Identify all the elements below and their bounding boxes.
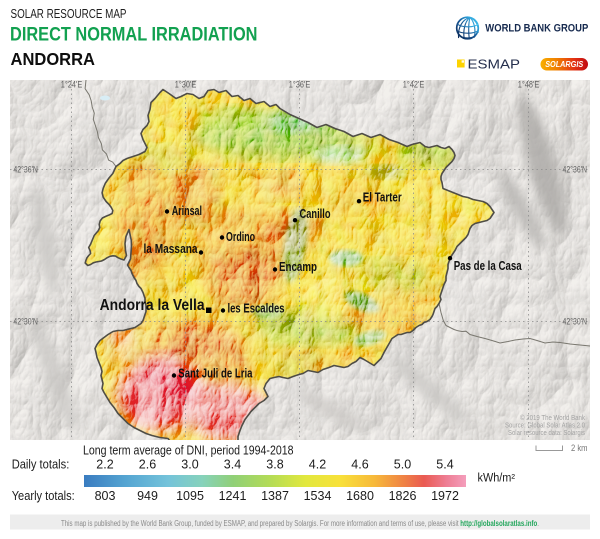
- svg-text:5.4: 5.4: [436, 457, 453, 471]
- svg-text:5.0: 5.0: [394, 457, 411, 471]
- svg-text:Ordino: Ordino: [226, 228, 255, 243]
- svg-text:1°24'E: 1°24'E: [61, 80, 83, 91]
- svg-text:3.4: 3.4: [224, 457, 241, 471]
- svg-text:Sant Juli de Lria: Sant Juli de Lria: [178, 365, 253, 380]
- svg-text:1972: 1972: [431, 489, 459, 503]
- svg-text:kWh/m²: kWh/m²: [478, 473, 516, 485]
- svg-text:1°42'E: 1°42'E: [403, 80, 425, 91]
- svg-text:1680: 1680: [346, 489, 374, 503]
- svg-text:Yearly totals:: Yearly totals:: [12, 489, 75, 503]
- svg-text:SOLAR RESOURCE MAP: SOLAR RESOURCE MAP: [11, 6, 127, 21]
- svg-text:Daily totals:: Daily totals:: [12, 457, 70, 471]
- svg-text:42°36'N: 42°36'N: [563, 164, 588, 175]
- svg-text:42°36'N: 42°36'N: [13, 164, 38, 175]
- svg-text:Solar resource data: Solargis: Solar resource data: Solargis: [508, 430, 585, 437]
- svg-text:El Tarter: El Tarter: [363, 189, 402, 204]
- svg-text:© 2019 The World Bank: © 2019 The World Bank: [520, 414, 585, 422]
- svg-text:949: 949: [137, 489, 158, 503]
- svg-text:1241: 1241: [219, 489, 247, 503]
- svg-text:Long term average of DNI, peri: Long term average of DNI, period 1994-20…: [83, 444, 294, 458]
- svg-text:Arinsal: Arinsal: [172, 203, 202, 218]
- svg-text:Pas de la Casa: Pas de la Casa: [454, 258, 523, 273]
- svg-text:4.6: 4.6: [351, 457, 368, 471]
- svg-text:1°48'E: 1°48'E: [518, 80, 540, 91]
- svg-text:2.6: 2.6: [139, 457, 156, 471]
- svg-text:2 km: 2 km: [571, 443, 588, 454]
- svg-text:la Massana: la Massana: [144, 240, 199, 255]
- svg-text:1534: 1534: [304, 489, 332, 503]
- svg-text:1826: 1826: [389, 489, 417, 503]
- svg-text:1387: 1387: [261, 489, 289, 503]
- svg-text:3.0: 3.0: [181, 457, 198, 471]
- svg-text:ANDORRA: ANDORRA: [11, 49, 96, 69]
- svg-text:Source: Global Solar Atlas 2.0: Source: Global Solar Atlas 2.0: [505, 422, 585, 429]
- svg-text:Andorra la Vella: Andorra la Vella: [100, 297, 205, 314]
- svg-text:DIRECT NORMAL IRRADIATION: DIRECT NORMAL IRRADIATION: [10, 24, 258, 46]
- svg-text:4.2: 4.2: [309, 457, 326, 471]
- svg-text:1°36'E: 1°36'E: [289, 80, 311, 91]
- svg-text:This map is published by the W: This map is published by the World Bank …: [61, 519, 539, 528]
- svg-text:SOLARGIS: SOLARGIS: [545, 60, 584, 69]
- svg-text:WORLD BANK GROUP: WORLD BANK GROUP: [485, 23, 588, 35]
- svg-text:42°30'N: 42°30'N: [13, 316, 38, 327]
- svg-text:Encamp: Encamp: [279, 259, 317, 274]
- svg-text:42°30'N: 42°30'N: [563, 316, 588, 327]
- svg-text:Canillo: Canillo: [300, 206, 331, 221]
- svg-text:2.2: 2.2: [96, 457, 113, 471]
- svg-text:1095: 1095: [176, 489, 204, 503]
- svg-text:ESMAP: ESMAP: [468, 56, 521, 71]
- svg-text:3.8: 3.8: [266, 457, 283, 471]
- svg-text:803: 803: [95, 489, 116, 503]
- svg-text:les Escaldes: les Escaldes: [228, 300, 285, 315]
- svg-text:1°30'E: 1°30'E: [175, 80, 197, 91]
